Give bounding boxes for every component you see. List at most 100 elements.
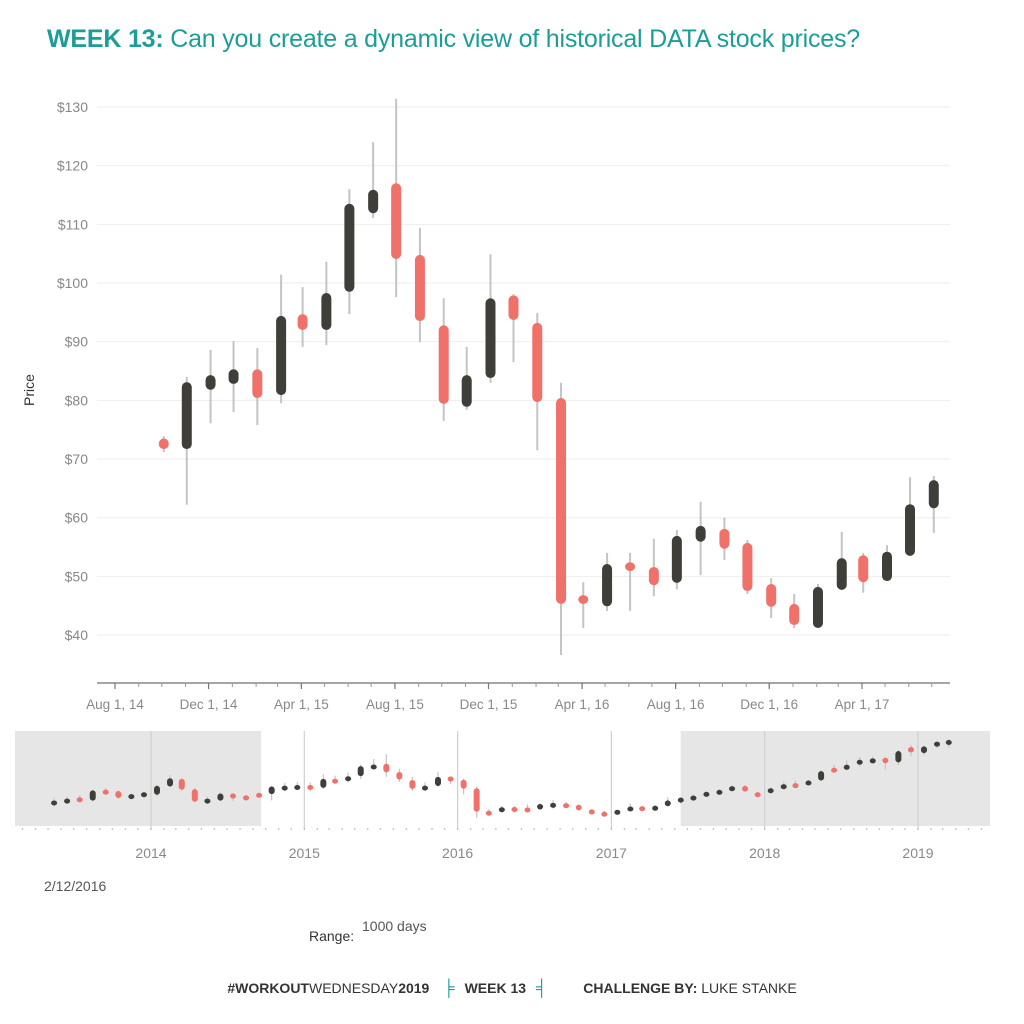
overview-candle	[128, 793, 135, 800]
overview-body-down	[792, 783, 799, 789]
candle	[695, 501, 706, 576]
overview-candle	[383, 754, 390, 777]
candle-body-up	[344, 203, 355, 292]
candle-body-up	[671, 535, 682, 583]
range-value[interactable]: 1000 days	[362, 918, 427, 934]
x-tick-label: Dec 1, 15	[460, 697, 518, 712]
candle	[181, 376, 192, 505]
candle-body-down	[532, 322, 543, 403]
overview-body-up	[934, 741, 941, 747]
candle-body-up	[695, 525, 706, 542]
overview-body-up	[294, 784, 301, 790]
overview-minor-tick	[252, 828, 254, 830]
overview-minor-tick	[34, 828, 37, 830]
y-tick-label: $40	[65, 627, 89, 643]
overview-body-down	[524, 807, 531, 813]
candle	[205, 349, 216, 424]
overview-body-down	[409, 779, 416, 789]
candle-body-up	[461, 375, 472, 407]
overview-candle	[396, 768, 403, 782]
candle	[928, 476, 939, 533]
overview-minor-tick	[763, 828, 766, 830]
overview-minor-tick	[456, 828, 459, 830]
overview-candle	[204, 796, 211, 804]
y-tick-label: $90	[65, 334, 89, 350]
overview-minor-tick	[264, 828, 267, 830]
overview-candle	[805, 779, 812, 786]
overview-candles	[51, 739, 952, 818]
overview-candle	[76, 795, 83, 803]
footer: #WORKOUTWEDNESDAY2019 ╞ WEEK 13 ╡ CHALLENG…	[0, 980, 1024, 998]
overview-candle	[575, 804, 582, 811]
candle-body-down	[578, 595, 589, 604]
candle	[414, 227, 425, 343]
overview-minor-tick	[188, 828, 190, 830]
overview-body-up	[856, 759, 863, 765]
x-axis: Aug 1, 14 Dec 1, 14 Apr 1, 15 Aug 1, 15 Dec …	[86, 682, 950, 712]
overview-candle	[268, 785, 275, 801]
overview-body-up	[550, 802, 557, 808]
overview-candle	[524, 804, 531, 813]
overview-candle	[652, 805, 659, 811]
footer-week: WEEK 13	[464, 980, 527, 996]
overview-minor-tick	[290, 828, 293, 830]
candle-body-down	[391, 183, 402, 259]
overview-minor-tick	[174, 828, 177, 830]
overview-body-up	[537, 803, 544, 810]
candle-body-up	[205, 375, 216, 390]
candle	[905, 477, 916, 556]
overview-minor-tick	[21, 828, 24, 830]
overview-body-down	[639, 806, 646, 812]
overview-minor-tick	[303, 828, 306, 830]
overview-body-up	[729, 786, 736, 792]
overview-minor-tick	[316, 828, 319, 830]
y-tick-label: $100	[57, 275, 88, 291]
candle	[461, 346, 472, 410]
overview-body-up	[370, 764, 377, 770]
overview-body-down	[396, 771, 403, 780]
overview-candle	[754, 791, 761, 798]
overview-minor-tick	[597, 828, 600, 830]
overview-body-up	[767, 788, 774, 794]
overview-candle	[178, 777, 185, 792]
candle	[671, 530, 682, 590]
overview-minor-tick	[738, 828, 740, 830]
candle-body-down	[414, 254, 425, 322]
candle	[742, 539, 753, 594]
overview-body-up	[780, 784, 787, 790]
overview-candle	[677, 797, 684, 804]
overview-body-down	[511, 807, 518, 813]
range-label: Range:	[309, 928, 355, 944]
candle-body-down	[648, 566, 659, 586]
overview-body-down	[588, 809, 595, 815]
overview-body-down	[243, 795, 250, 801]
overview-minor-tick	[546, 828, 548, 830]
overview-candle	[332, 775, 339, 784]
candle	[532, 312, 543, 451]
candle-body-down	[252, 369, 263, 399]
main-price-chart[interactable]: $40 $50 $60 $70 $80 $90 $100 $110 $120 $130 Price…	[0, 90, 1024, 725]
selected-date-readout[interactable]: 2/12/2016	[44, 878, 107, 894]
overview-candle	[357, 764, 364, 779]
overview-minor-tick	[559, 828, 561, 830]
overview-candle	[167, 775, 174, 788]
overview-candle	[921, 745, 927, 756]
candle	[321, 261, 332, 346]
overview-minor-tick	[699, 828, 702, 830]
bracket-left-icon: ╞	[443, 980, 455, 997]
overview-minor-tick	[712, 828, 715, 830]
overview-body-up	[154, 785, 160, 795]
overview-body-up	[818, 771, 825, 781]
overview-body-up	[703, 791, 710, 797]
overview-body-up	[664, 800, 671, 807]
overview-range-chart[interactable]: 2014 2015 2016 2017 2018 2019	[0, 725, 1024, 870]
overview-body-down	[754, 792, 761, 798]
overview-minor-tick	[163, 828, 165, 830]
overview-minor-tick	[865, 828, 868, 830]
overview-candle	[716, 789, 723, 795]
candle	[602, 552, 613, 611]
candle-body-down	[625, 562, 636, 572]
overview-candle	[767, 787, 774, 794]
overview-candle	[690, 794, 697, 801]
overview-body-down	[178, 778, 185, 790]
